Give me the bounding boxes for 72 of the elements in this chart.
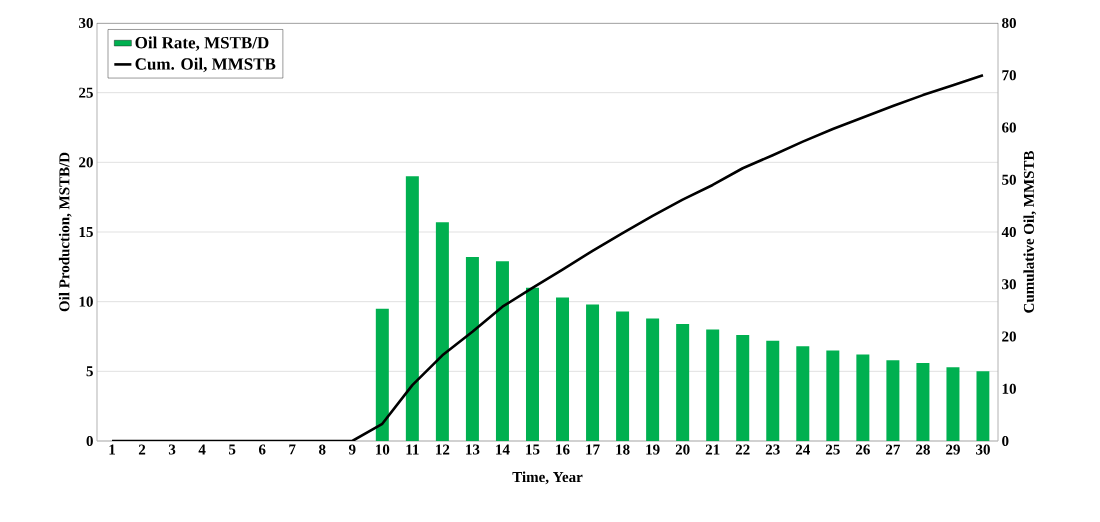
y-tick-label: 0 [86,435,93,447]
bar [946,367,960,441]
y2-axis-title: Cumulative Oil, MMSTB [1023,150,1037,313]
bar [586,304,600,441]
x-axis-title: Time, Year [512,471,583,485]
x-tick-label: 13 [466,444,480,455]
y-tick-label: 15 [79,226,93,238]
bar [706,329,720,441]
x-tick-label: 20 [675,444,690,455]
bar [465,257,479,441]
bar [826,350,840,441]
x-tick-label: 11 [406,444,419,455]
x-tick-label: 18 [616,444,630,455]
legend-label: Oil Rate, MSTB/D [135,36,269,51]
x-tick-label: 29 [946,444,960,455]
x-tick-label: 1 [109,444,115,455]
y-tick-label: 25 [79,87,93,98]
y2-tick-label: 30 [1002,279,1016,290]
x-tick-label: 14 [496,444,510,455]
bar [676,323,690,441]
bar [525,287,539,441]
bar [616,311,630,441]
bar [856,354,870,441]
y2-tick-label: 80 [1002,17,1016,29]
y-tick-label: 10 [79,296,93,307]
x-tick-label: 15 [526,444,540,455]
y2-tick-label: 10 [1002,383,1016,394]
x-tick-label: 8 [319,444,326,455]
x-tick-label: 4 [198,444,206,455]
x-tick-label: 5 [229,444,236,455]
x-tick-label: 27 [886,444,901,455]
x-tick-label: 22 [735,444,750,455]
bar [495,261,509,441]
x-tick-label: 19 [646,444,660,455]
bar [886,360,900,441]
x-tick-label: 26 [855,444,870,455]
bar [976,371,990,441]
y-tick-label: 30 [79,17,93,29]
x-tick-label: 10 [376,444,390,455]
x-tick-label: 25 [825,444,840,455]
bar [736,335,750,441]
x-tick-label: 3 [168,444,176,455]
y2-tick-label: 60 [1002,122,1016,133]
y2-tick-label: 0 [1002,435,1009,447]
x-tick-label: 7 [289,444,296,455]
bar [556,297,570,441]
bar [796,346,810,441]
x-tick-label: 9 [348,444,356,455]
bar [916,362,930,441]
x-tick-label: 28 [916,444,930,455]
bar [375,308,389,441]
bar [435,222,449,441]
y2-tick-label: 40 [1001,226,1016,238]
bar [766,340,780,441]
bar [405,176,419,441]
y2-tick-label: 20 [1002,331,1016,342]
y-tick-label: 20 [79,157,93,168]
y2-tick-label: 50 [1002,174,1016,185]
y-axis-title: Oil Production, MSTB/D [58,152,72,312]
x-tick-label: 17 [586,444,600,455]
y-tick-label: 5 [86,366,93,377]
x-tick-label: 6 [258,444,266,455]
x-tick-label: 2 [138,444,146,455]
legend-label: Cum. Oil, MMSTB [135,57,276,73]
x-tick-label: 12 [436,444,450,455]
y2-tick-label: 70 [1002,70,1016,81]
bar [646,318,660,441]
x-tick-label: 21 [705,444,720,455]
x-tick-label: 24 [795,444,811,455]
x-tick-label: 23 [765,444,780,455]
x-tick-label: 16 [556,444,570,455]
x-tick-label: 30 [976,444,990,455]
